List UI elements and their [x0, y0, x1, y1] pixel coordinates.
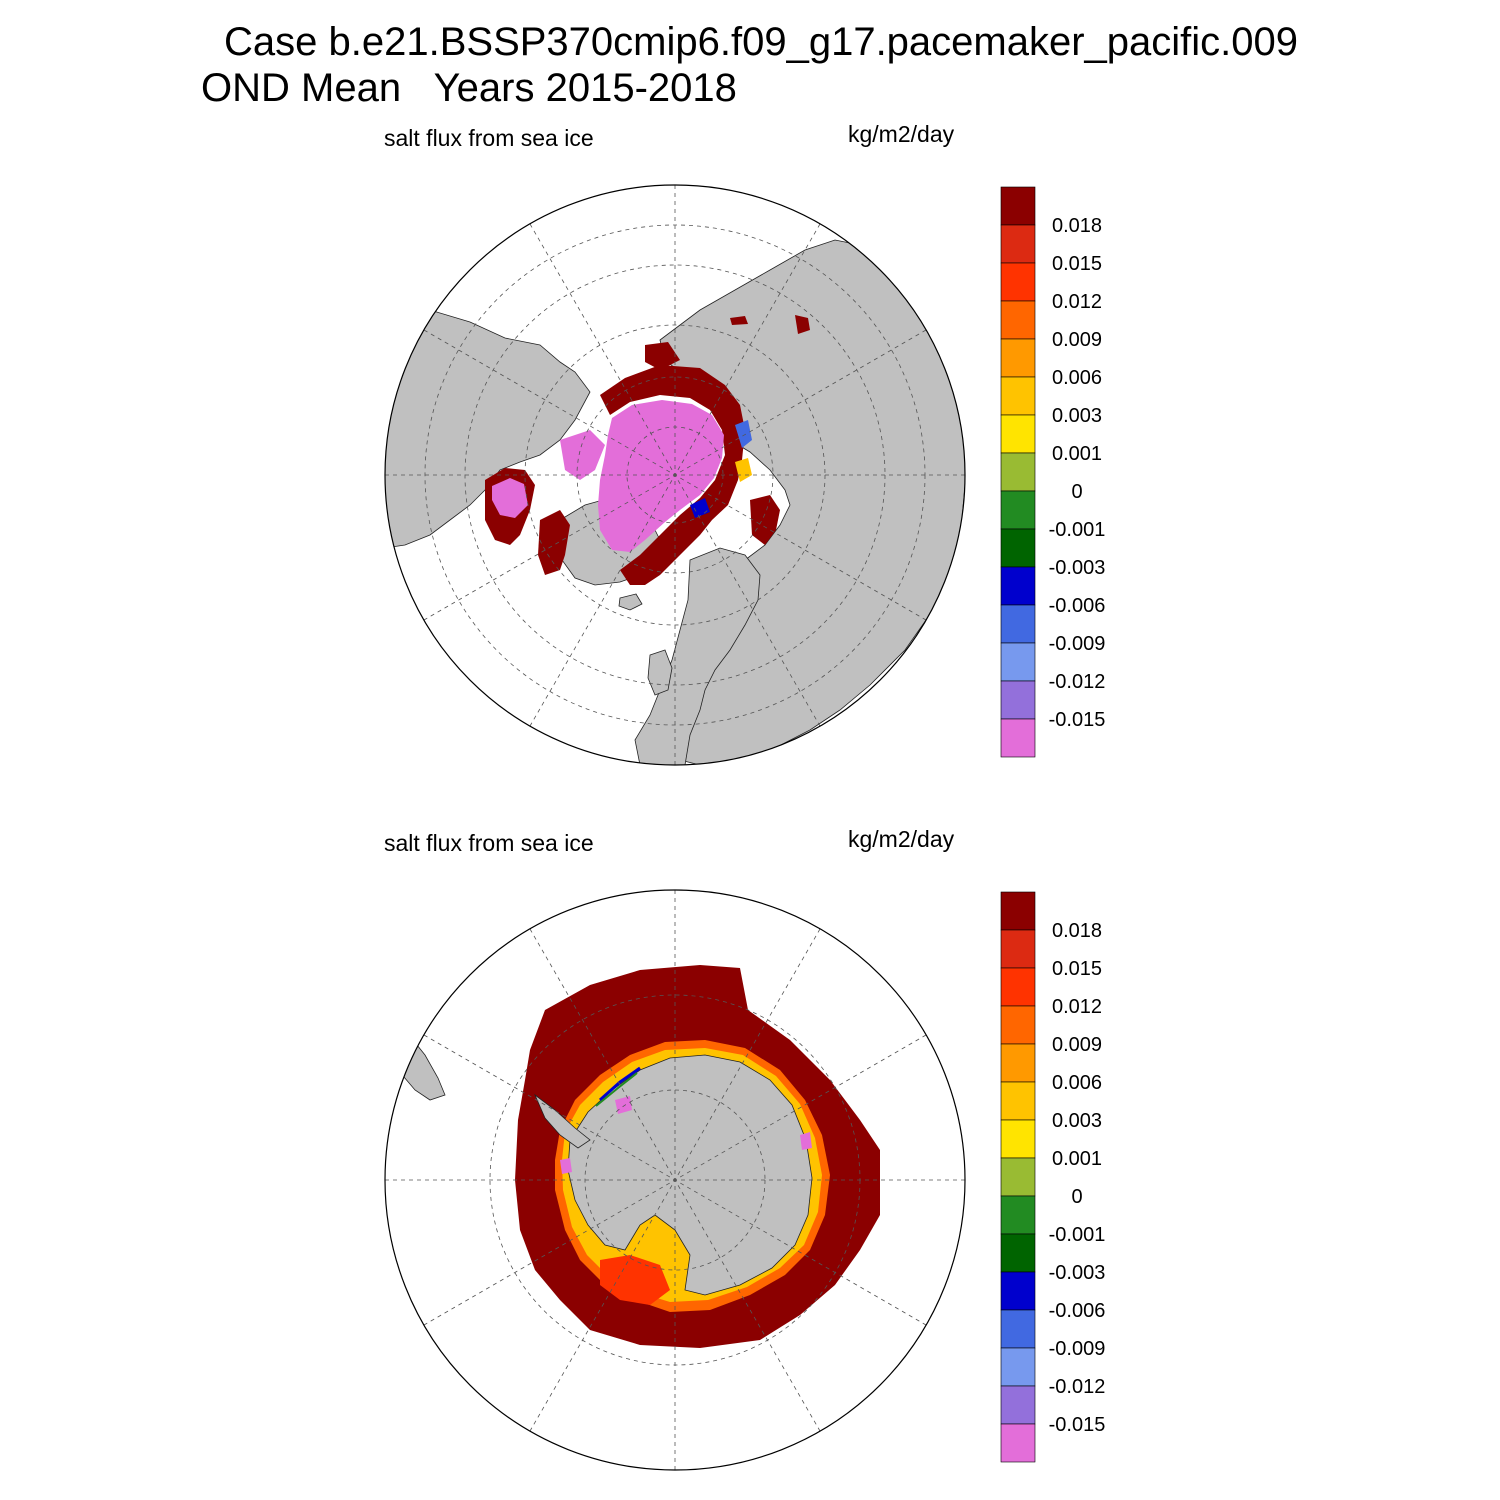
south-colorbar-label-11: -0.009 [1049, 1338, 1106, 1360]
north-colorbar-label-4: 0.006 [1052, 367, 1102, 389]
north-colorbar-box-12 [1000, 642, 1036, 682]
north-colorbar-box-2 [1000, 262, 1036, 302]
north-colorbar-label-7: 0 [1071, 481, 1082, 503]
north-colorbar-box-1 [1000, 224, 1036, 264]
south-colorbar-box-3 [1000, 1005, 1036, 1045]
north-ice-interior-archipelago [560, 430, 605, 480]
north-colorbar: 0.018 0.015 0.012 0.009 0.006 0.003 0.001 0 -0.0… [1000, 186, 1106, 758]
north-colorbar-label-10: -0.006 [1049, 595, 1106, 617]
figure-title-line2: OND Mean Years 2015-2018 [201, 66, 737, 110]
north-colorbar-label-3: 0.009 [1052, 329, 1102, 351]
north-colorbar-label-9: -0.003 [1049, 557, 1106, 579]
north-colorbar-label-13: -0.015 [1049, 709, 1106, 731]
south-units-label: kg/m2/day [848, 826, 955, 852]
north-colorbar-label-6: 0.001 [1052, 443, 1102, 465]
north-colorbar-label-5: 0.003 [1052, 405, 1102, 427]
north-ice-bering2 [730, 316, 748, 325]
north-ice-baffin [538, 510, 570, 575]
south-colorbar-box-13 [1000, 1385, 1036, 1425]
north-ice-edge-accents [735, 420, 752, 448]
north-land-iceland [618, 593, 643, 611]
south-land-antarctica [567, 1054, 813, 1296]
north-colorbar-box-6 [1000, 414, 1036, 454]
north-ice-okhotsk [750, 495, 780, 545]
north-colorbar-box-13 [1000, 680, 1036, 720]
south-colorbar: 0.018 0.015 0.012 0.009 0.006 0.003 0.001 0 -0.0… [1000, 891, 1106, 1463]
south-colorbar-label-10: -0.006 [1049, 1300, 1106, 1322]
north-colorbar-box-3 [1000, 300, 1036, 340]
north-polar-map [384, 184, 966, 766]
south-variable-label: salt flux from sea ice [384, 830, 594, 856]
south-colorbar-label-8: -0.001 [1049, 1224, 1106, 1246]
north-ice-interior [598, 400, 724, 552]
south-colorbar-box-1 [1000, 929, 1036, 969]
south-colorbar-label-13: -0.015 [1049, 1414, 1106, 1436]
south-colorbar-box-12 [1000, 1347, 1036, 1387]
north-colorbar-label-8: -0.001 [1049, 519, 1106, 541]
north-colorbar-label-12: -0.012 [1049, 671, 1106, 693]
south-colorbar-label-9: -0.003 [1049, 1262, 1106, 1284]
north-colorbar-box-5 [1000, 376, 1036, 416]
north-colorbar-box-10 [1000, 566, 1036, 606]
north-ice-margin [600, 365, 745, 585]
south-colorbar-box-4 [1000, 1043, 1036, 1083]
north-colorbar-box-4 [1000, 338, 1036, 378]
south-colorbar-box-2 [1000, 967, 1036, 1007]
south-polar-map [384, 889, 966, 1471]
north-colorbar-box-8 [1000, 490, 1036, 530]
north-units-label: kg/m2/day [848, 121, 955, 147]
north-colorbar-label-2: 0.012 [1052, 291, 1102, 313]
south-colorbar-box-14 [1000, 1423, 1036, 1463]
south-map-border [384, 889, 966, 1471]
south-colorbar-box-0 [1000, 891, 1036, 931]
south-colorbar-box-5 [1000, 1081, 1036, 1121]
south-colorbar-box-9 [1000, 1233, 1036, 1273]
south-colorbar-box-11 [1000, 1309, 1036, 1349]
north-variable-label: salt flux from sea ice [384, 125, 594, 151]
north-colorbar-label-0: 0.018 [1052, 215, 1102, 237]
south-colorbar-label-6: 0.001 [1052, 1148, 1102, 1170]
north-colorbar-box-7 [1000, 452, 1036, 492]
south-ice-coastal-edge [598, 1066, 641, 1102]
south-graticule [385, 890, 965, 1470]
south-colorbar-label-4: 0.006 [1052, 1072, 1102, 1094]
north-colorbar-box-14 [1000, 718, 1036, 758]
north-ice-interior-hudson [492, 478, 528, 518]
north-colorbar-box-9 [1000, 528, 1036, 568]
south-colorbar-box-10 [1000, 1271, 1036, 1311]
north-graticule [385, 185, 965, 765]
north-land-west [385, 309, 591, 549]
south-colorbar-label-1: 0.015 [1052, 958, 1102, 980]
north-land-uk [647, 649, 673, 696]
north-colorbar-box-0 [1000, 186, 1036, 226]
south-colorbar-box-7 [1000, 1157, 1036, 1197]
south-colorbar-box-6 [1000, 1119, 1036, 1159]
south-colorbar-label-5: 0.003 [1052, 1110, 1102, 1132]
north-colorbar-box-11 [1000, 604, 1036, 644]
south-colorbar-label-12: -0.012 [1049, 1376, 1106, 1398]
south-colorbar-box-8 [1000, 1195, 1036, 1235]
north-ice-laptev [645, 342, 680, 370]
north-ice-bering [795, 315, 810, 334]
north-map-border [384, 184, 966, 766]
south-colorbar-label-0: 0.018 [1052, 920, 1102, 942]
south-colorbar-label-3: 0.009 [1052, 1034, 1102, 1056]
north-colorbar-label-1: 0.015 [1052, 253, 1102, 275]
south-colorbar-label-2: 0.012 [1052, 996, 1102, 1018]
figure-title-line1: Case b.e21.BSSP370cmip6.f09_g17.pacemake… [224, 20, 1299, 64]
south-colorbar-label-7: 0 [1071, 1186, 1082, 1208]
north-colorbar-label-11: -0.009 [1049, 633, 1106, 655]
